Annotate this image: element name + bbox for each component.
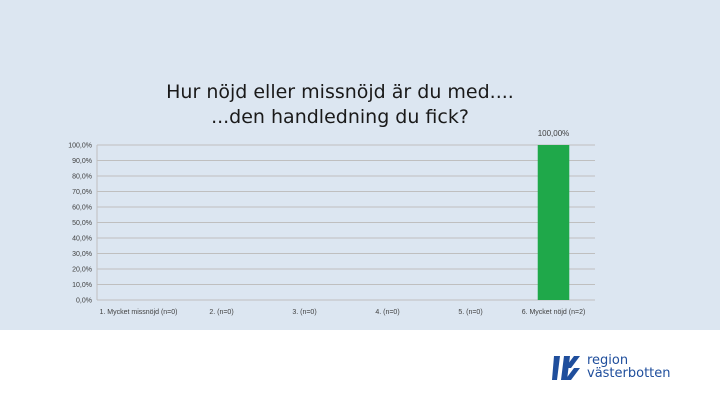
chart-title: Hur nöjd eller missnöjd är du med.... ..… (140, 80, 540, 130)
y-tick-label: 40,0% (72, 236, 92, 243)
y-tick-label: 20,0% (72, 267, 92, 274)
x-tick-label: 4. (n=0) (375, 309, 399, 316)
chart-title-line-2: ...den handledning du fick? (211, 106, 469, 128)
logo-text-line-2: västerbotten (587, 366, 671, 381)
y-tick-label: 70,0% (72, 189, 92, 196)
data-label: 100,00% (538, 129, 570, 138)
x-tick-label: 5. (n=0) (458, 309, 482, 316)
x-tick-label: 1. Mycket missnöjd (n=0) (100, 309, 178, 316)
logo-text-line-1: region (587, 353, 629, 368)
logo-mark-icon (552, 356, 580, 380)
y-tick-label: 10,0% (72, 282, 92, 289)
y-tick-label: 80,0% (72, 174, 92, 181)
x-tick-label: 2. (n=0) (209, 309, 233, 316)
y-tick-label: 90,0% (72, 158, 92, 165)
bar-chart: 0,0% 10,0% 20,0% 30,0% 40,0% 50,0% 60,0% 70,0% 8… (68, 129, 595, 316)
chart-title-line-1: Hur nöjd eller missnöjd är du med.... (166, 81, 514, 103)
logo-text: region västerbotten (587, 354, 671, 380)
x-tick-label: 3. (n=0) (292, 309, 316, 316)
y-tick-label: 50,0% (72, 220, 92, 227)
bar (537, 145, 570, 300)
y-tick-label: 0,0% (76, 298, 92, 305)
x-tick-label: 6. Mycket nöjd (n=2) (522, 309, 586, 316)
y-tick-label: 100,0% (68, 143, 92, 150)
slide-background (0, 0, 720, 330)
y-tick-label: 60,0% (72, 205, 92, 212)
region-vasterbotten-logo: region västerbotten (552, 350, 671, 384)
y-tick-label: 30,0% (72, 251, 92, 258)
